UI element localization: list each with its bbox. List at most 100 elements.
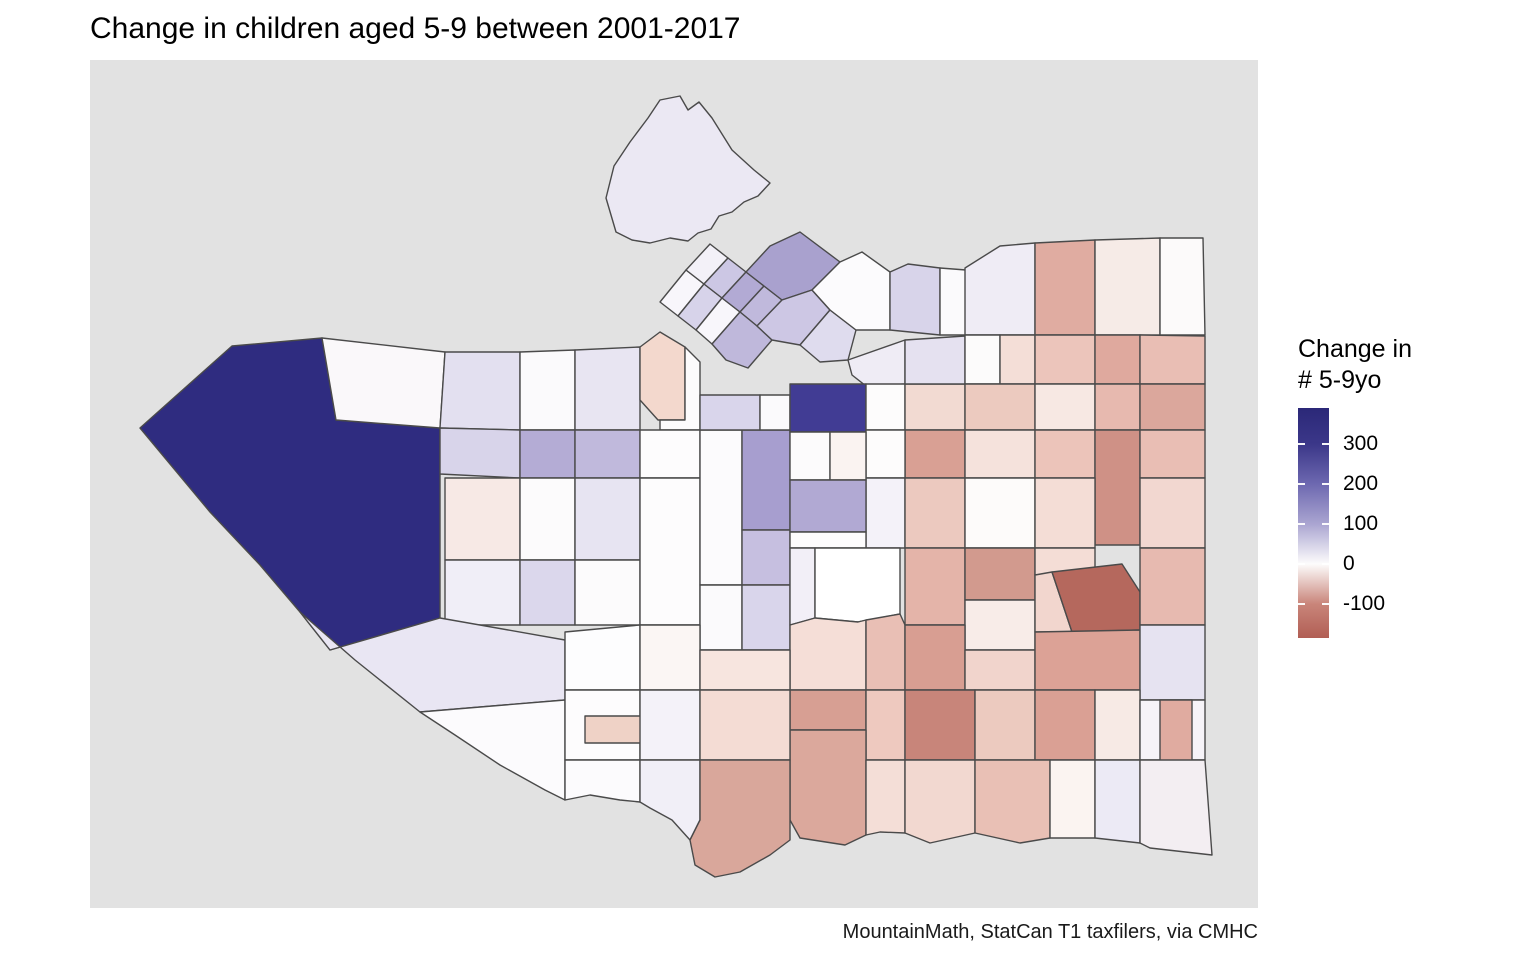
legend-tick-mark bbox=[1298, 522, 1305, 525]
tract-kits-point bbox=[639, 331, 686, 421]
legend-tick-mark bbox=[1322, 522, 1329, 525]
tract-hastings-c bbox=[999, 334, 1036, 385]
legend-tick-mark bbox=[1298, 602, 1305, 605]
tract-grandview-salmon bbox=[904, 429, 966, 479]
tract-hastings-ne-light bbox=[1094, 237, 1161, 336]
tract-sunset-e bbox=[974, 689, 1036, 761]
tract-strathcona-s bbox=[904, 383, 966, 431]
tract-hastings-ne-white bbox=[1159, 237, 1206, 336]
tract-killarney-nw-lav bbox=[1139, 624, 1206, 701]
tract-grandview-c bbox=[964, 429, 1036, 479]
tract-marpole bbox=[689, 759, 791, 878]
tract-port-lands-e bbox=[939, 267, 967, 336]
tract-kitsilano-se bbox=[639, 429, 701, 479]
legend-tick-mark bbox=[1322, 443, 1329, 446]
tract-south-vancouver-a bbox=[865, 759, 906, 836]
tract-strathcona-n bbox=[847, 339, 906, 387]
chart-title: Change in children aged 5-9 between 2001… bbox=[90, 12, 741, 45]
tract-rupert-c bbox=[1139, 429, 1206, 479]
tract-crosstown bbox=[799, 309, 857, 363]
tract-cassiar bbox=[1139, 334, 1206, 385]
legend-tick-label: 100 bbox=[1343, 511, 1379, 535]
tract-fraser-c bbox=[789, 617, 867, 691]
tract-south-vancouver-d bbox=[1049, 759, 1096, 839]
tract-grandview-ne bbox=[1034, 383, 1096, 431]
tract-false-creek-south bbox=[699, 394, 761, 431]
tract-oakridge-w bbox=[699, 649, 791, 691]
tract-marpole-w bbox=[639, 759, 701, 841]
tract-granville-slopes bbox=[759, 394, 791, 431]
tract-hastings-e bbox=[1034, 334, 1096, 385]
legend-tick-mark bbox=[1322, 482, 1329, 485]
tract-fairview-w bbox=[699, 429, 743, 586]
tract-kitsilano-w bbox=[439, 427, 521, 479]
tract-champlain-lav bbox=[1094, 759, 1141, 844]
tract-kensington-ne bbox=[1034, 477, 1096, 549]
tract-hastings-ne-pink bbox=[1034, 239, 1096, 336]
tract-renfrew-tall bbox=[1094, 429, 1141, 546]
legend-tick-mark bbox=[1298, 562, 1305, 565]
tract-boundary-c bbox=[1139, 547, 1206, 626]
tract-boundary-s bbox=[1139, 759, 1213, 856]
legend-bar-wrap: 300 200 100 0 -100 bbox=[1298, 408, 1534, 638]
tract-hastings-w bbox=[964, 334, 1001, 385]
legend-title-line2: # 5-9yo bbox=[1298, 366, 1382, 394]
legend-title-line1: Change in bbox=[1298, 335, 1412, 363]
tract-kensington-w bbox=[904, 547, 966, 626]
tract-olympic-village bbox=[789, 383, 867, 433]
tract-sunset-nw bbox=[865, 689, 906, 761]
tract-riley-park-w bbox=[789, 547, 816, 626]
tract-south-vancouver-b bbox=[904, 759, 976, 844]
tract-grandview-n2 bbox=[964, 383, 1036, 431]
legend-labels: 300 200 100 0 -100 bbox=[1343, 408, 1463, 638]
legend-tick-mark bbox=[1298, 482, 1305, 485]
tract-kitsilano-nw bbox=[519, 349, 576, 431]
tract-shaughnessy-s bbox=[574, 559, 641, 626]
tract-kerrisdale-b bbox=[639, 624, 701, 691]
tract-hastings-park bbox=[1094, 334, 1141, 385]
legend-tick-label: -100 bbox=[1343, 591, 1386, 615]
tract-fraserview-w bbox=[1034, 689, 1096, 761]
tract-queen-elizabeth-white bbox=[814, 547, 901, 623]
tract-kitsilano-e bbox=[574, 429, 641, 479]
tract-fairview-purple bbox=[741, 429, 791, 531]
tract-renfrew-c bbox=[1034, 429, 1096, 479]
tract-norquay bbox=[1034, 629, 1141, 691]
tract-fraser-nw bbox=[829, 431, 867, 481]
legend-tick-label: 200 bbox=[1343, 471, 1379, 495]
tract-quilchena bbox=[519, 559, 576, 626]
tract-southlands-s bbox=[419, 699, 566, 801]
tract-marpole-nw bbox=[639, 689, 701, 761]
legend-tick-mark bbox=[1322, 562, 1329, 565]
tract-main-street-n bbox=[865, 383, 906, 431]
tract-riley-park-s bbox=[789, 531, 867, 549]
tract-kensington-nw bbox=[904, 477, 966, 549]
tract-stanley-park bbox=[605, 95, 771, 244]
tract-fraser-e bbox=[865, 613, 906, 691]
legend-tick-mark bbox=[1322, 602, 1329, 605]
tract-mount-pleasant-se bbox=[789, 431, 831, 481]
tract-shaughnessy bbox=[574, 477, 641, 561]
tract-hastings-sunrise-nw bbox=[964, 242, 1036, 336]
tract-grandview-nw bbox=[904, 335, 966, 385]
tract-south-vancouver-c bbox=[974, 759, 1051, 844]
tract-douglas-park bbox=[741, 529, 791, 586]
legend-tick-label: 300 bbox=[1343, 432, 1379, 456]
legend-tick-mark bbox=[1298, 443, 1305, 446]
legend-title: Change in # 5-9yo bbox=[1298, 334, 1534, 396]
tract-west-point-grey-n bbox=[321, 337, 446, 429]
vancouver-choropleth-map bbox=[139, 95, 1213, 878]
legend-colorbar bbox=[1298, 408, 1329, 638]
tract-kitsilano-c bbox=[519, 429, 576, 479]
tract-sunset-red bbox=[904, 689, 976, 761]
tract-kensington-c bbox=[964, 547, 1036, 601]
tract-cambie-corridor bbox=[639, 477, 701, 626]
tract-riley-park-purple bbox=[789, 479, 867, 533]
tract-knight-c bbox=[904, 624, 966, 691]
tract-fraser-n bbox=[865, 477, 906, 549]
tract-kitsilano-n bbox=[574, 346, 641, 431]
tract-mount-pleasant-e bbox=[865, 429, 906, 479]
map-panel bbox=[90, 60, 1258, 908]
source-caption: MountainMath, StatCan T1 taxfilers, via … bbox=[842, 921, 1258, 943]
tract-marpole-w2 bbox=[564, 759, 641, 803]
